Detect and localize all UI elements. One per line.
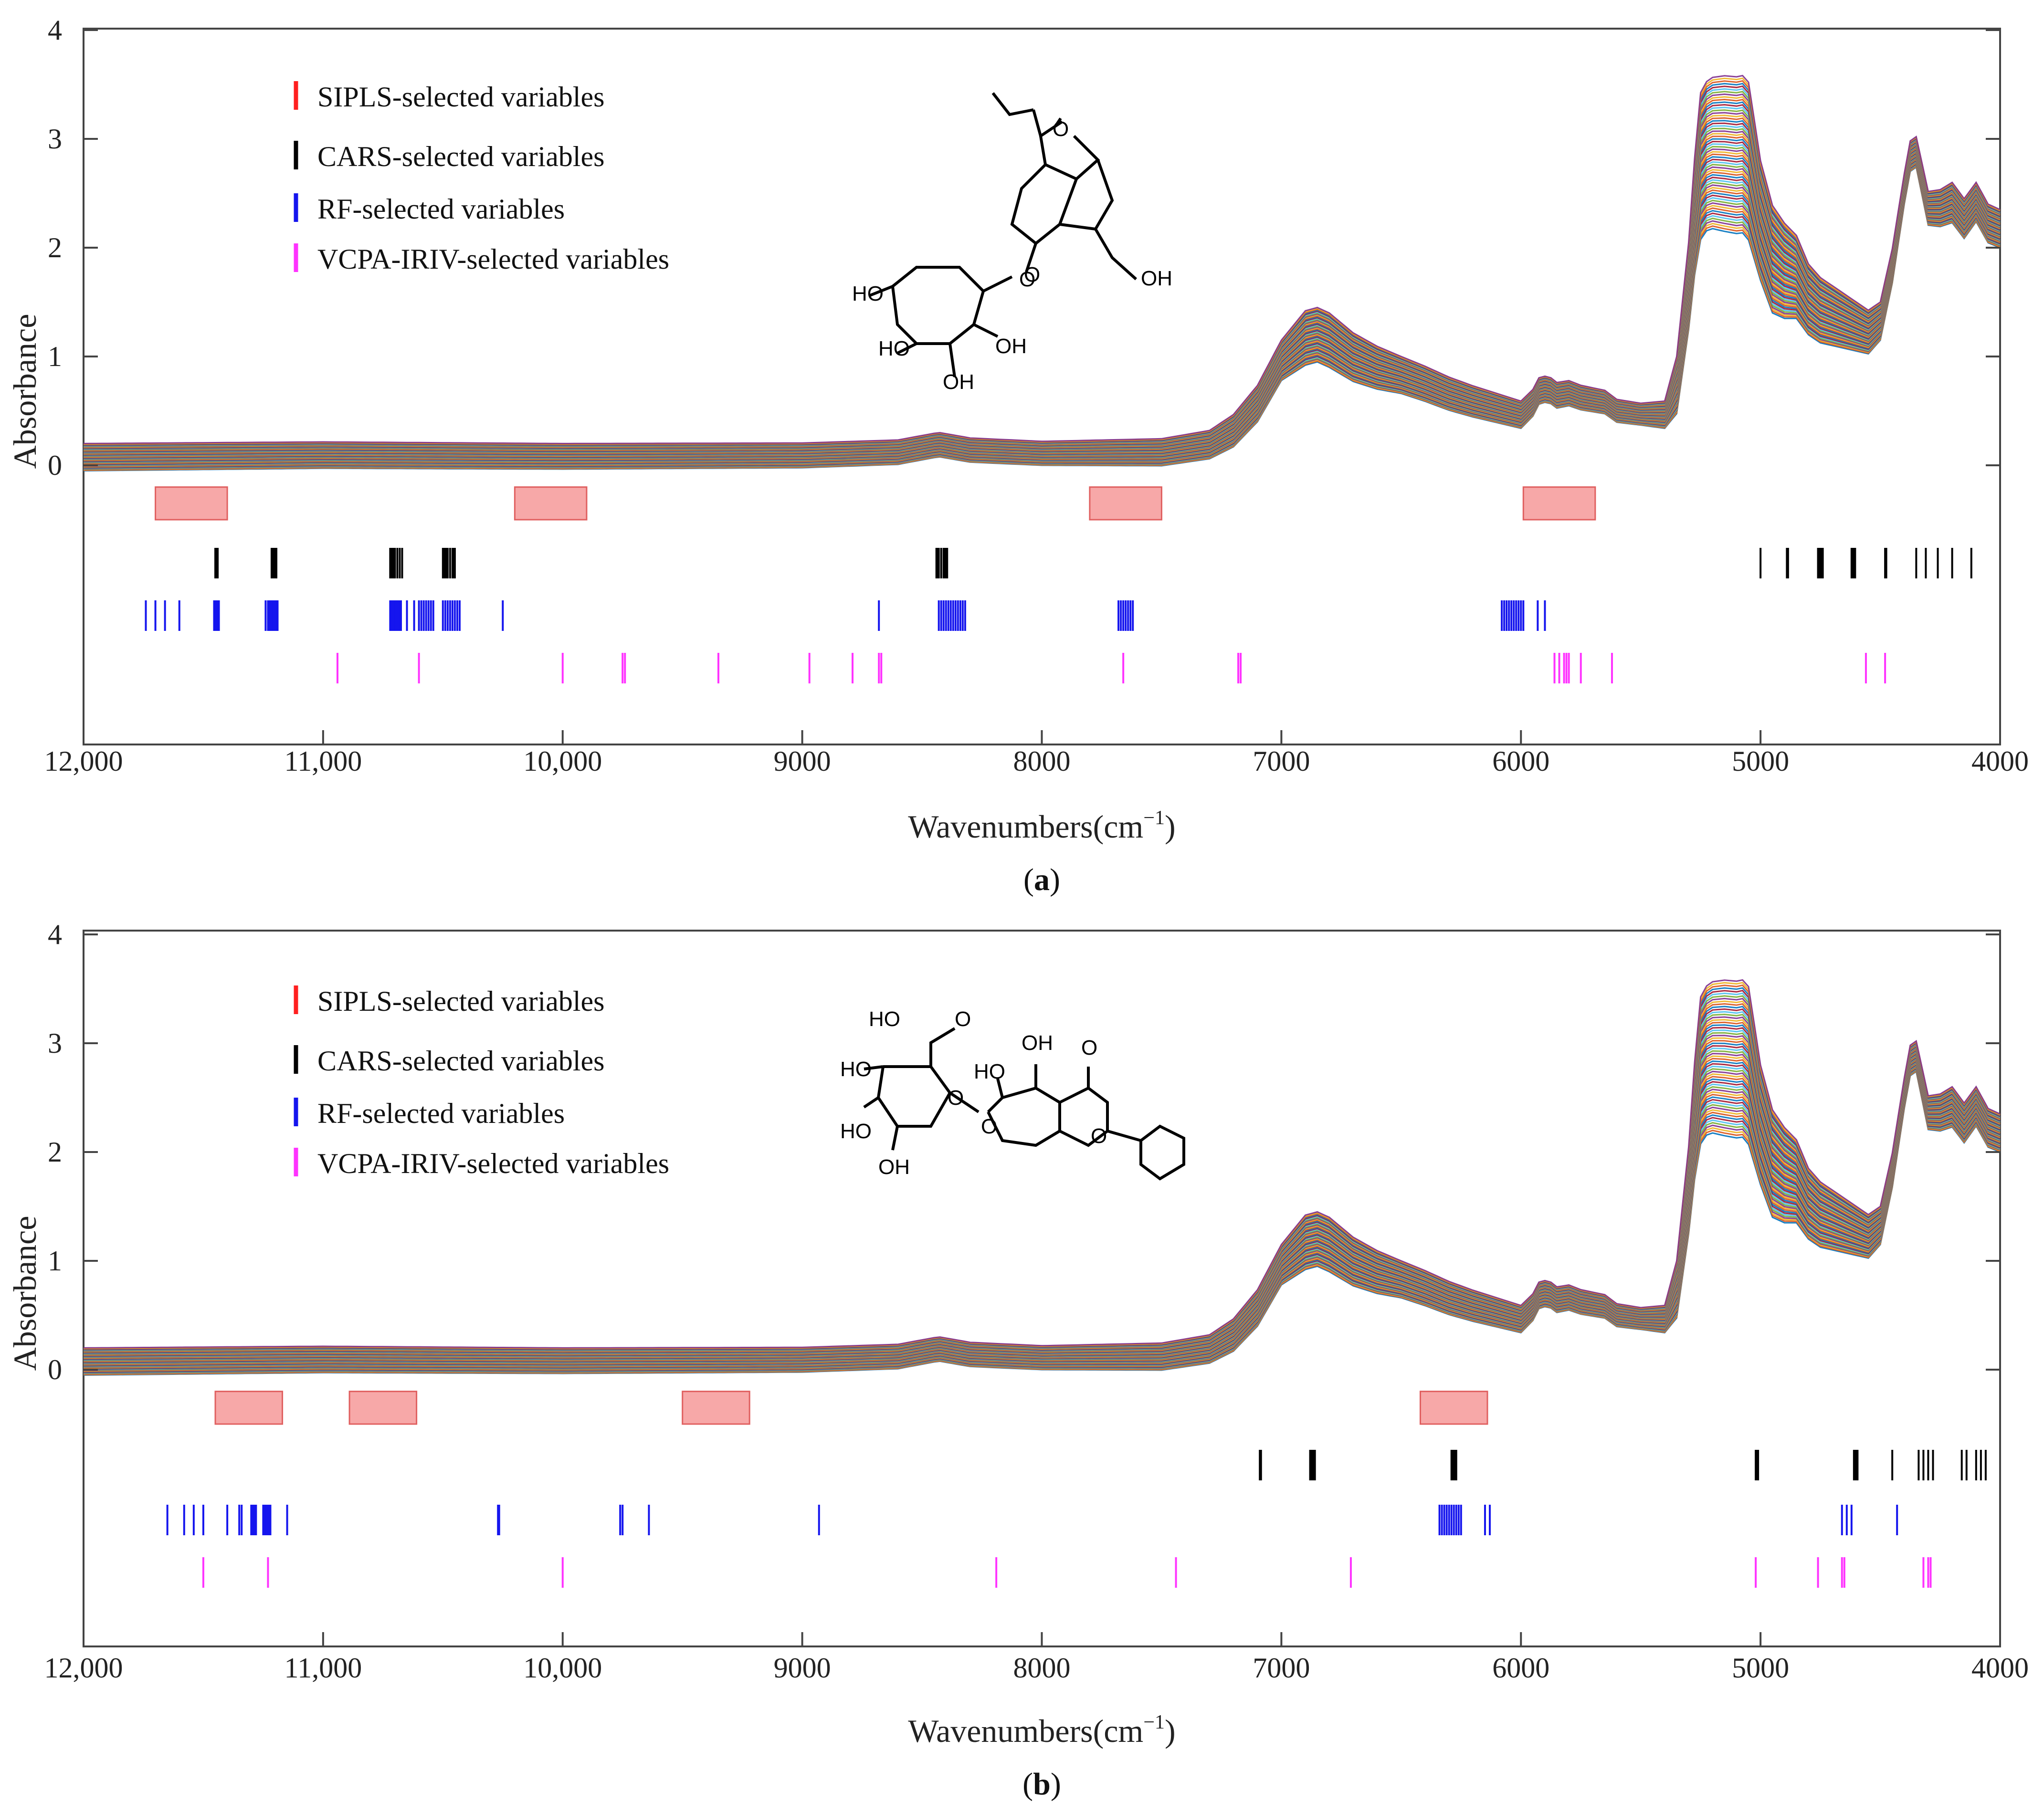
legend-label: CARS-selected variables [317, 1045, 605, 1077]
y-tick-label: 0 [48, 450, 62, 481]
legend-label: SIPLS-selected variables [317, 985, 605, 1017]
svg-text:OH: OH [995, 335, 1027, 358]
x-axis-label: Wavenumbers(cm−1) [908, 1711, 1175, 1749]
svg-text:HO: HO [878, 337, 910, 360]
x-tick-label: 7000 [1253, 745, 1310, 777]
x-tick-label: 9000 [774, 745, 831, 777]
spectrum-line [83, 138, 2001, 456]
x-tick-label: 8000 [1013, 1652, 1071, 1684]
sipls-interval [1522, 486, 1596, 521]
sipls-interval [682, 1391, 750, 1425]
legend-label: VCPA-IRIV-selected variables [317, 1148, 669, 1179]
x-axis-label: Wavenumbers(cm−1) [908, 807, 1175, 845]
sipls-interval [155, 486, 228, 521]
x-tick-label: 8000 [1013, 745, 1071, 777]
x-tick-label: 6000 [1492, 1652, 1549, 1684]
x-tick-label: 9000 [774, 1652, 831, 1684]
svg-text:O: O [955, 1007, 971, 1031]
x-tick-label: 5000 [1732, 1652, 1789, 1684]
svg-text:OH: OH [1141, 267, 1172, 290]
x-tick-label: 11,000 [284, 1652, 362, 1684]
y-tick-label: 3 [48, 1027, 62, 1059]
svg-text:OH: OH [943, 370, 974, 394]
spectrum-line [83, 140, 2001, 456]
spectrum-line [83, 979, 2001, 1349]
sipls-interval [1089, 486, 1162, 521]
sipls-interval [1419, 1391, 1488, 1425]
y-tick-label: 4 [48, 14, 62, 46]
molecule-labels-b: HO O HO HO OH O O HO OH O O [840, 1007, 1107, 1179]
svg-text:HO: HO [840, 1120, 872, 1143]
svg-text:O: O [1019, 268, 1035, 291]
molecule-labels-a: O O O OH HO HO OH OH [852, 117, 1172, 394]
svg-text:OH: OH [878, 1155, 910, 1179]
sipls-interval [348, 1391, 418, 1425]
y-axis-label: Absorbance [7, 314, 43, 469]
x-tick-label: 4000 [1971, 745, 2029, 777]
panel-b: 0 1 2 3 4 12,000 11,000 10,000 9000 8000 7000 6000 5… [7, 919, 2029, 1802]
spectra-group [83, 979, 2001, 1376]
svg-text:HO: HO [840, 1058, 872, 1081]
legend-label: RF-selected variables [317, 193, 565, 225]
svg-text:O: O [981, 1115, 997, 1138]
spectrum-line [83, 133, 2001, 455]
y-tick-label: 2 [48, 232, 62, 263]
sipls-interval [514, 486, 588, 521]
svg-text:O: O [1081, 1036, 1097, 1059]
molecule-structure-a [868, 92, 1138, 377]
spectra-group [83, 74, 2001, 472]
spectrum-line [83, 1040, 2001, 1360]
x-tick-label: 11,000 [284, 745, 362, 777]
x-tick-label: 5000 [1732, 745, 1789, 777]
legend-label: SIPLS-selected variables [317, 81, 605, 113]
x-tick-label: 12,000 [44, 1652, 123, 1684]
panel-a: 0 1 2 3 4 12,000 11,000 10,000 9000 8000 7000 6000 5… [7, 14, 2029, 897]
x-tick-label: 12,000 [44, 745, 123, 777]
svg-text:OH: OH [1022, 1031, 1053, 1055]
legend-label: RF-selected variables [317, 1098, 565, 1129]
spectrum-line [83, 74, 2001, 444]
panel-label: (a) [1023, 862, 1060, 897]
svg-text:O: O [948, 1086, 964, 1110]
y-tick-label: 2 [48, 1136, 62, 1168]
svg-text:O: O [1024, 263, 1040, 286]
y-tick-label: 1 [48, 1245, 62, 1277]
panel-label: (b) [1022, 1767, 1061, 1802]
y-tick-label: 1 [48, 341, 62, 372]
svg-text:HO: HO [869, 1007, 900, 1031]
y-tick-label: 4 [48, 919, 62, 950]
y-axis-label: Absorbance [7, 1216, 43, 1371]
svg-text:HO: HO [852, 282, 884, 305]
x-tick-label: 6000 [1492, 745, 1549, 777]
y-tick-label: 3 [48, 123, 62, 155]
x-tick-label: 10,000 [523, 1652, 602, 1684]
spectrum-line [83, 1037, 2001, 1359]
x-tick-label: 7000 [1253, 1652, 1310, 1684]
x-tick-label: 4000 [1971, 1652, 2029, 1684]
legend-label: VCPA-IRIV-selected variables [317, 243, 669, 275]
spectrum-line [83, 136, 2001, 455]
svg-text:O: O [1091, 1124, 1107, 1148]
sipls-interval [214, 1391, 284, 1425]
x-tick-label: 10,000 [523, 745, 602, 777]
svg-text:O: O [1053, 117, 1069, 141]
legend-label: CARS-selected variables [317, 141, 605, 172]
molecule-structure-b [863, 1027, 1185, 1181]
svg-text:HO: HO [974, 1060, 1005, 1083]
y-tick-label: 0 [48, 1354, 62, 1385]
